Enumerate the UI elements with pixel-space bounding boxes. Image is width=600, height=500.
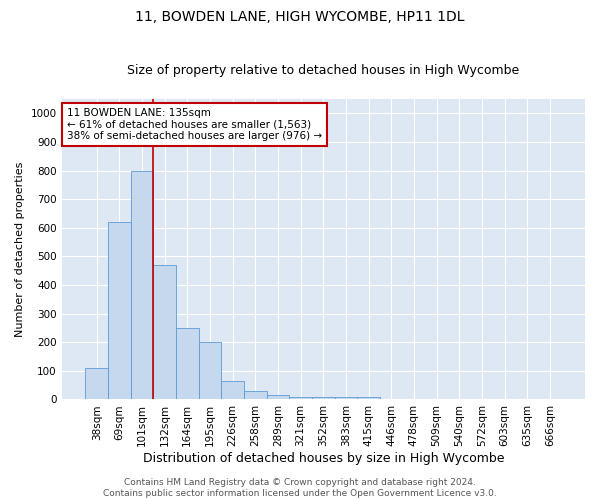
Bar — [154, 265, 176, 400]
Bar — [244, 392, 266, 400]
Bar — [131, 170, 154, 400]
Bar — [176, 328, 199, 400]
Bar — [266, 395, 289, 400]
Bar — [199, 342, 221, 400]
Y-axis label: Number of detached properties: Number of detached properties — [15, 162, 25, 337]
Text: 11, BOWDEN LANE, HIGH WYCOMBE, HP11 1DL: 11, BOWDEN LANE, HIGH WYCOMBE, HP11 1DL — [135, 10, 465, 24]
Text: Contains HM Land Registry data © Crown copyright and database right 2024.
Contai: Contains HM Land Registry data © Crown c… — [103, 478, 497, 498]
Bar — [221, 382, 244, 400]
Bar — [312, 397, 335, 400]
X-axis label: Distribution of detached houses by size in High Wycombe: Distribution of detached houses by size … — [143, 452, 504, 465]
Bar — [85, 368, 108, 400]
Bar — [289, 396, 312, 400]
Bar — [335, 396, 357, 400]
Text: 11 BOWDEN LANE: 135sqm
← 61% of detached houses are smaller (1,563)
38% of semi-: 11 BOWDEN LANE: 135sqm ← 61% of detached… — [67, 108, 322, 141]
Bar — [357, 396, 380, 400]
Bar — [108, 222, 131, 400]
Title: Size of property relative to detached houses in High Wycombe: Size of property relative to detached ho… — [127, 64, 520, 77]
